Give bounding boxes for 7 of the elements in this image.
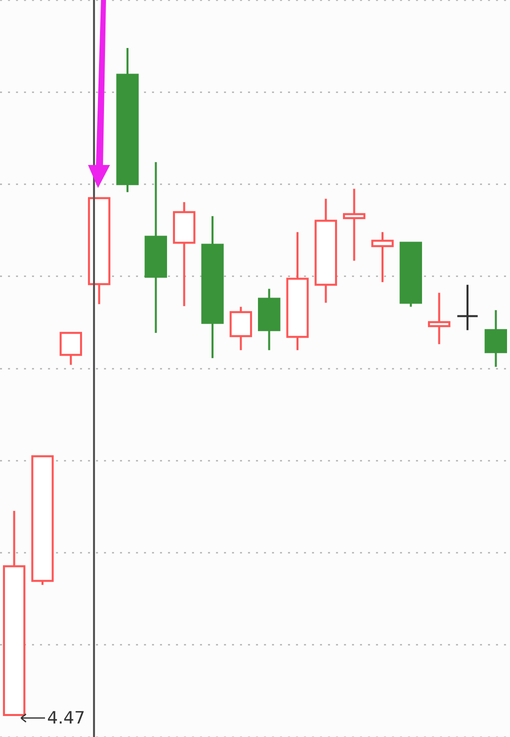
candlestick <box>371 231 394 284</box>
annotation: 4.47 <box>47 708 86 728</box>
candlestick <box>484 309 508 368</box>
candlestick <box>428 292 450 346</box>
candlestick <box>456 284 479 332</box>
candlestick <box>60 332 82 366</box>
candlestick <box>342 188 366 262</box>
